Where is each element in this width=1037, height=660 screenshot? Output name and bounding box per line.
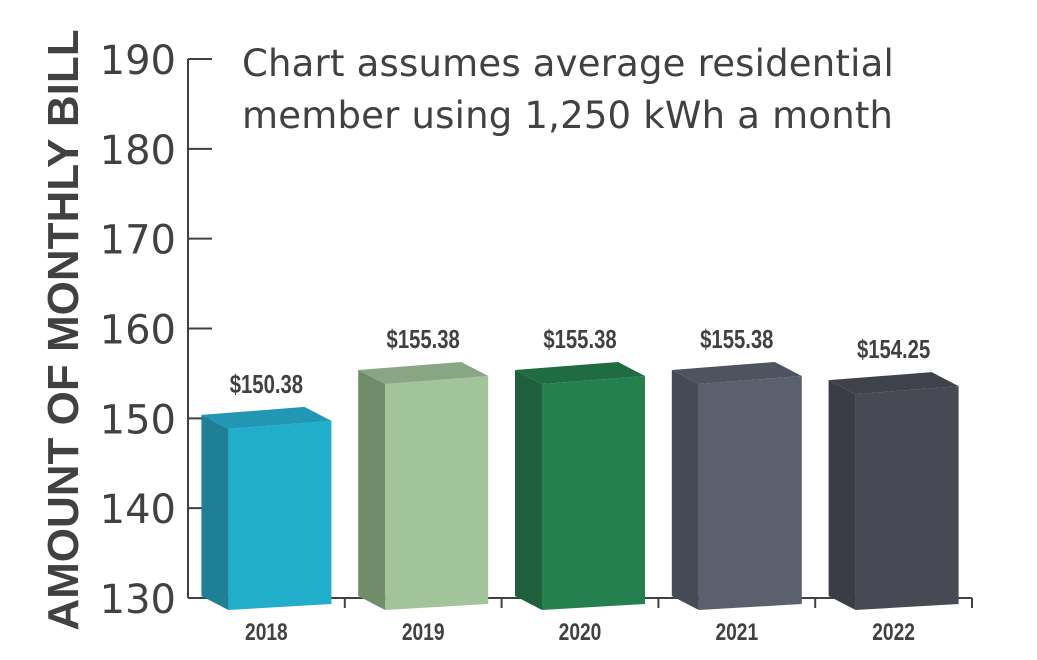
chart-annotation-line-2: member using 1,250 kWh a month xyxy=(242,94,894,137)
y-tick-label-160: 160 xyxy=(100,308,176,354)
bar-value-label-2022: $154.25 xyxy=(857,335,930,364)
bar-top-2018 xyxy=(201,406,332,429)
chart-bars xyxy=(201,362,959,610)
bar-value-label-2018: $150.38 xyxy=(230,370,303,399)
y-tick-label-140: 140 xyxy=(100,487,176,533)
y-tick-label-170: 170 xyxy=(100,218,176,264)
y-tick-label-180: 180 xyxy=(100,128,176,174)
bar-front-2022 xyxy=(855,386,959,610)
bar-value-label-2019: $155.38 xyxy=(387,325,460,354)
bar-side-2018 xyxy=(201,414,229,610)
bar-top-2020 xyxy=(515,362,645,385)
bar-top-2021 xyxy=(671,362,802,385)
bar-2021 xyxy=(671,362,802,610)
x-tick-label-2020: 2020 xyxy=(559,618,602,646)
bar-top-2019 xyxy=(358,362,489,385)
x-tick-label-2018: 2018 xyxy=(245,618,288,646)
y-axis-label: AMOUNT OF MONTHLY BILL xyxy=(39,29,88,631)
chart-annotation-line-1: Chart assumes average residential xyxy=(242,42,894,85)
bar-2020 xyxy=(515,362,645,610)
chart-labels: $150.38 2018 $155.38 2019 $155.38 2020 $155.38… xyxy=(230,325,930,646)
bar-side-2021 xyxy=(671,370,699,610)
bar-value-label-2020: $155.38 xyxy=(543,325,616,354)
y-tick-label-190: 190 xyxy=(100,38,176,84)
bar-front-2021 xyxy=(698,376,802,610)
y-tick-label-130: 130 xyxy=(100,577,176,623)
x-tick-label-2022: 2022 xyxy=(872,618,915,646)
bar-front-2019 xyxy=(385,376,489,610)
x-tick-label-2019: 2019 xyxy=(402,618,445,646)
bar-2018 xyxy=(201,406,332,610)
bar-front-2020 xyxy=(542,376,645,610)
bar-front-2018 xyxy=(228,420,332,610)
bar-side-2019 xyxy=(358,370,386,610)
bar-top-2022 xyxy=(828,372,959,395)
chart-axes: 130 140 150 160 170 180 190 xyxy=(100,38,973,623)
bar-value-label-2021: $155.38 xyxy=(700,325,773,354)
bar-2019 xyxy=(358,362,489,610)
y-tick-label-150: 150 xyxy=(100,397,176,443)
bar-2022 xyxy=(828,372,959,610)
bar-side-2020 xyxy=(515,370,542,610)
x-tick-label-2021: 2021 xyxy=(715,618,758,646)
bar-side-2022 xyxy=(828,380,856,610)
